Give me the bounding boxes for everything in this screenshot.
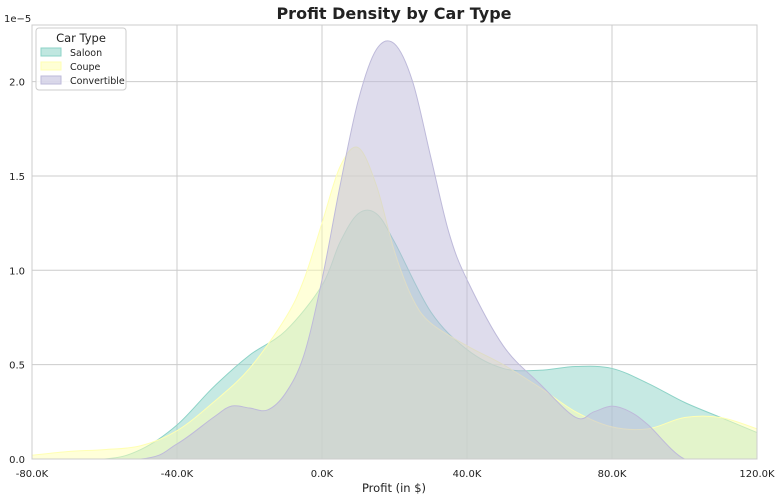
density-area-convertible <box>32 40 757 459</box>
chart-title: Profit Density by Car Type <box>276 4 511 23</box>
legend-label-convertible: Convertible <box>70 76 125 87</box>
x-axis-label: Profit (in $) <box>362 481 426 495</box>
legend-items: Saloon Coupe Convertible <box>40 47 125 87</box>
legend-swatch-saloon <box>40 47 62 57</box>
y-tick-label: 1.0 <box>9 266 25 277</box>
x-tick-label: -80.0K <box>16 469 49 480</box>
density-line-convertible <box>32 40 757 460</box>
x-tick-label: 40.0K <box>453 469 482 480</box>
y-tick-label: 0.5 <box>9 361 25 372</box>
legend: Car Type Saloon Coupe Convertible <box>35 27 127 91</box>
x-tick-label: 0.0K <box>311 469 334 480</box>
x-tick-label: -40.0K <box>161 469 194 480</box>
legend-swatch-coupe <box>40 61 62 71</box>
legend-swatch-convertible <box>40 75 62 85</box>
y-tick-label: 2.0 <box>9 78 25 89</box>
plot-frame <box>31 24 758 460</box>
legend-label-saloon: Saloon <box>70 48 102 59</box>
legend-label-coupe: Coupe <box>70 62 100 73</box>
y-offset-label: 1e−5 <box>4 14 31 25</box>
legend-box <box>35 27 127 91</box>
y-tick-label: 0.0 <box>9 455 25 466</box>
legend-title: Car Type <box>56 31 106 45</box>
series-layer <box>31 40 758 460</box>
y-tick-label: 1.5 <box>9 172 25 183</box>
x-tick-label: 120.0K <box>739 469 775 480</box>
tick-layer: -80.0K -40.0K 0.0K 40.0K 80.0K 120.0K 0.0 0.5 1.… <box>9 78 775 480</box>
x-tick-label: 80.0K <box>598 469 627 480</box>
